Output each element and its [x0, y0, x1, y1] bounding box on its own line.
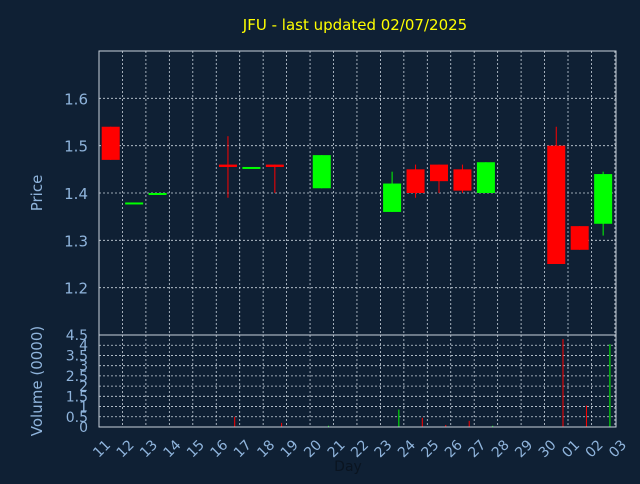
price-tick-label: 1.4 — [64, 185, 88, 203]
volume-y-ticks: 00.511.522.533.544.5 — [66, 328, 88, 436]
price-y-ticks: 1.2 1.3 1.4 1.5 1.6 — [64, 90, 88, 297]
x-tick-label: 22 — [348, 437, 372, 461]
candle-body — [570, 226, 589, 250]
volume-tick-label: 1.5 — [66, 389, 88, 405]
candle-body — [547, 145, 566, 264]
x-tick-label: 27 — [465, 437, 489, 461]
x-tick-label: 24 — [395, 437, 419, 461]
candle-body — [101, 126, 120, 160]
x-tick-label: 02 — [583, 437, 607, 461]
price-candles — [101, 126, 613, 264]
chart-title: JFU - last updated 02/07/2025 — [242, 16, 467, 34]
x-tick-label: 12 — [114, 437, 138, 461]
candle-body — [476, 162, 495, 193]
x-tick-label: 15 — [184, 437, 208, 461]
volume-tick-label: 0 — [79, 420, 88, 436]
x-tick-label: 23 — [372, 437, 396, 461]
candle-body — [312, 155, 331, 189]
x-tick-label: 03 — [606, 437, 630, 461]
candle-body — [453, 169, 472, 191]
candle-body — [218, 164, 237, 167]
x-tick-label: 18 — [254, 437, 278, 461]
candle-body — [265, 164, 284, 167]
price-tick-label: 1.2 — [64, 280, 88, 298]
candle-body — [430, 164, 448, 182]
candle-body — [406, 169, 425, 193]
volume-tick-label: 4 — [79, 338, 88, 354]
x-tick-label: 30 — [536, 437, 560, 461]
volume-plot-frame — [98, 334, 617, 428]
x-tick-label: 21 — [325, 437, 349, 461]
x-tick-label: 01 — [559, 437, 583, 461]
x-tick-label: 19 — [278, 437, 302, 461]
price-tick-label: 1.6 — [64, 90, 88, 108]
volume-tick-label: 2.5 — [66, 369, 88, 385]
x-tick-label: 29 — [512, 437, 536, 461]
candle-body — [242, 166, 261, 169]
x-tick-labels: 11 12 13 14 15 16 17 18 19 20 21 22 23 24 25 26 27 28 29 30… — [90, 437, 630, 461]
x-tick-label: 26 — [442, 437, 466, 461]
candle-body — [594, 174, 613, 224]
price-tick-label: 1.3 — [64, 232, 88, 250]
x-tick-label: 17 — [231, 437, 255, 461]
volume-tick-label: 4.5 — [66, 328, 88, 344]
x-axis-label: Day — [334, 459, 362, 475]
volume-bars — [163, 339, 611, 427]
price-grid — [99, 51, 616, 335]
x-tick-label: 14 — [161, 437, 185, 461]
volume-tick-label: 3 — [79, 359, 88, 375]
candle-body — [125, 202, 144, 205]
x-tick-label: 16 — [207, 437, 231, 461]
volume-tick-label: 2 — [79, 379, 88, 395]
x-tick-label: 28 — [489, 437, 513, 461]
volume-grid — [99, 334, 616, 428]
volume-axis-label: Volume (0000) — [28, 326, 46, 436]
price-tick-label: 1.5 — [64, 138, 88, 156]
x-tick-label: 20 — [301, 437, 325, 461]
volume-tick-label: 3.5 — [66, 348, 88, 364]
x-tick-label: 13 — [137, 437, 161, 461]
volume-tick-label: 1 — [79, 400, 88, 416]
candle-body — [383, 183, 402, 212]
x-tick-label: 11 — [90, 437, 114, 461]
candle-body — [148, 193, 167, 195]
price-axis-label: Price — [28, 175, 46, 212]
volume-tick-label: 0.5 — [66, 410, 88, 426]
x-tick-label: 25 — [419, 437, 443, 461]
